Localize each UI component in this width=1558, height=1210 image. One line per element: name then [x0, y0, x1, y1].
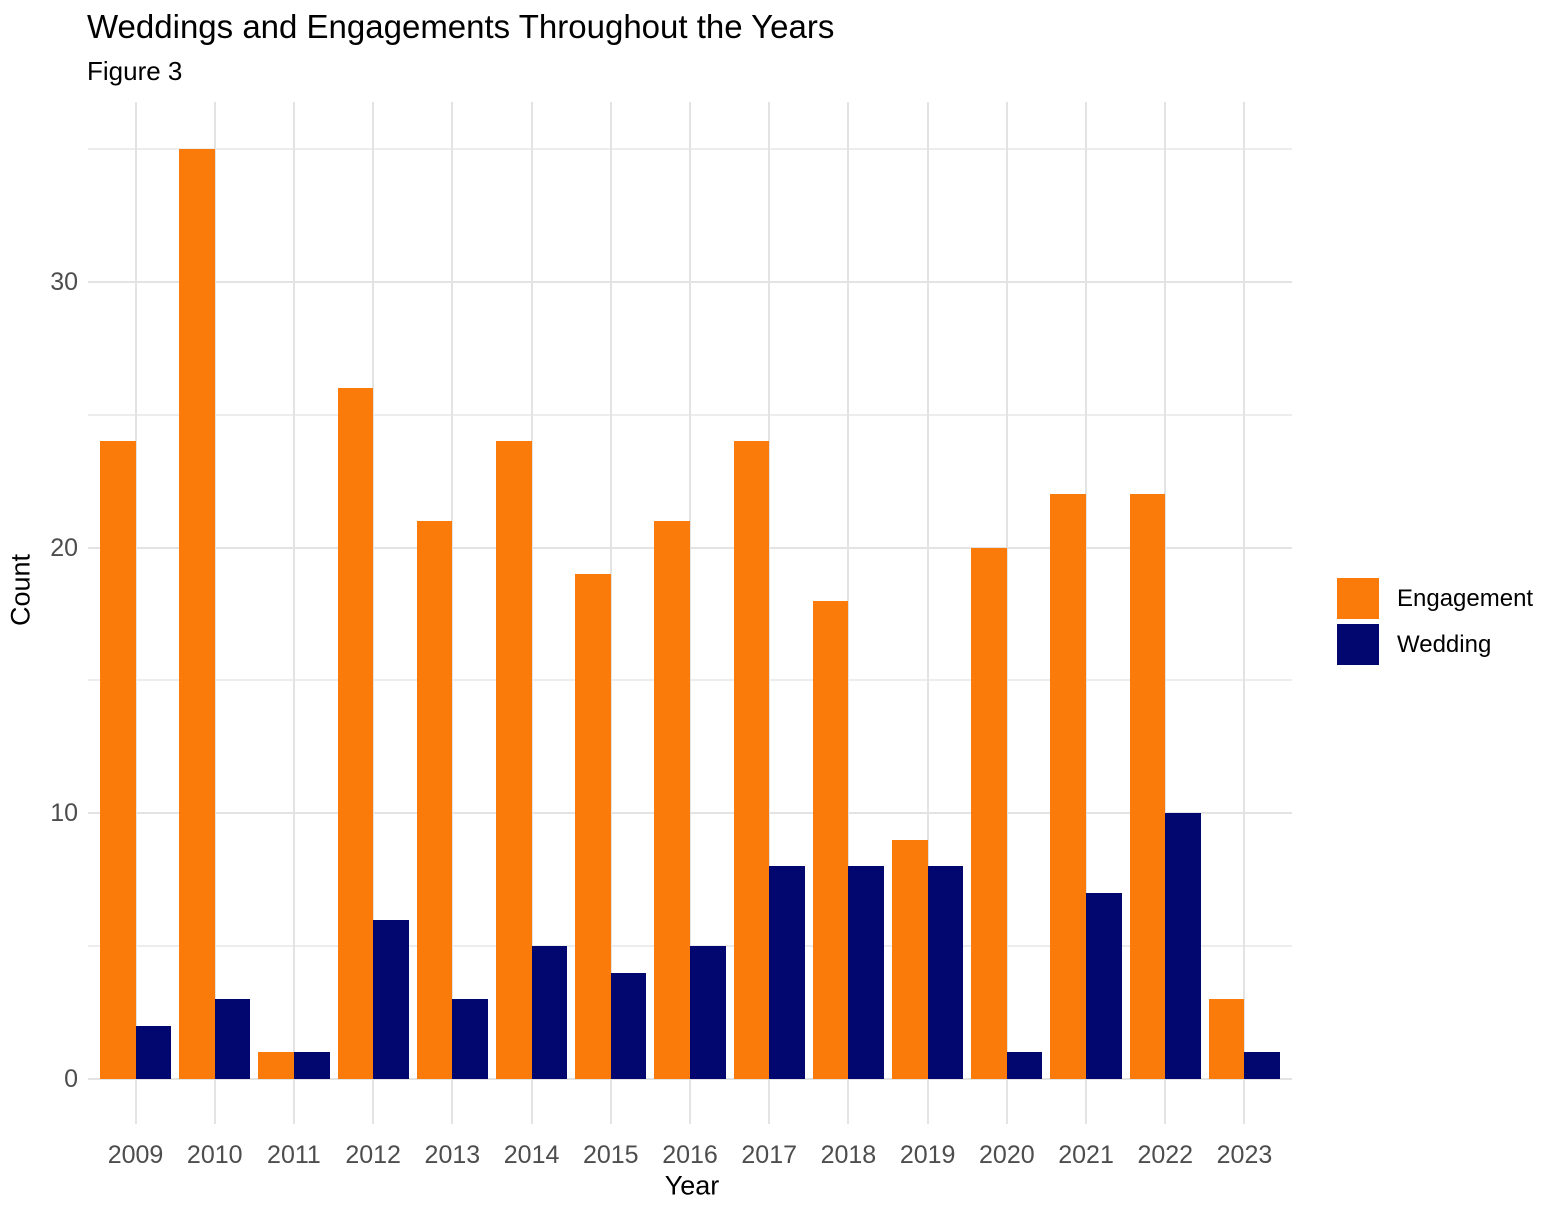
- x-tick-label-2012: 2012: [345, 1141, 401, 1169]
- plot-panel: [88, 102, 1292, 1080]
- x-axis-title: Year: [664, 1170, 720, 1201]
- x-tick-mark-2015: [609, 1080, 612, 1124]
- bar-wedding-2012: [373, 919, 409, 1079]
- x-tick-label-2019: 2019: [899, 1141, 956, 1169]
- x-tick-label-2018: 2018: [820, 1141, 877, 1169]
- x-tick-label-2013: 2013: [424, 1141, 481, 1169]
- gridline-vertical-2018: [847, 102, 850, 1079]
- gridline-vertical-2016: [689, 102, 691, 1079]
- bar-engagement-2018: [812, 600, 849, 1079]
- x-tick-mark-2012: [372, 1080, 375, 1124]
- bar-wedding-2013: [452, 999, 488, 1079]
- gridline-vertical-2020: [1005, 102, 1008, 1079]
- bar-wedding-2014: [531, 946, 568, 1079]
- y-tick-label-20: 20: [50, 533, 78, 562]
- x-tick-mark-2018: [847, 1080, 850, 1124]
- legend-item-wedding: Wedding: [1337, 624, 1533, 665]
- bar-engagement-2020: [971, 547, 1007, 1079]
- bar-engagement-2011: [258, 1052, 294, 1079]
- bar-wedding-2016: [690, 946, 726, 1079]
- legend: Engagement Wedding: [1337, 578, 1533, 665]
- x-tick-label-2015: 2015: [582, 1141, 639, 1169]
- legend-item-engagement: Engagement: [1337, 578, 1533, 619]
- x-tick-label-2022: 2022: [1137, 1141, 1194, 1169]
- x-tick-label-2009: 2009: [107, 1141, 164, 1169]
- x-tick-label-2014: 2014: [503, 1141, 560, 1169]
- bar-wedding-2021: [1086, 893, 1122, 1079]
- legend-label-wedding: Wedding: [1397, 630, 1492, 658]
- x-tick-mark-2011: [292, 1080, 295, 1124]
- y-tick-label-10: 10: [50, 799, 78, 828]
- gridline-vertical-2009: [134, 102, 137, 1079]
- bar-wedding-2017: [769, 866, 805, 1079]
- x-tick-label-2020: 2020: [979, 1141, 1035, 1169]
- x-tick-mark-2017: [768, 1080, 771, 1124]
- x-tick-label-2010: 2010: [186, 1141, 243, 1169]
- chart-title: Weddings and Engagements Throughout the …: [87, 8, 835, 45]
- y-tick-label-30: 30: [50, 267, 78, 296]
- x-tick-mark-2016: [689, 1080, 691, 1124]
- x-tick-label-2023: 2023: [1216, 1141, 1273, 1169]
- bar-wedding-2023: [1244, 1052, 1281, 1079]
- x-tick-label-2017: 2017: [741, 1141, 798, 1169]
- x-tick-mark-2021: [1085, 1080, 1088, 1124]
- x-tick-mark-2014: [530, 1080, 533, 1124]
- bar-wedding-2020: [1006, 1052, 1043, 1079]
- y-axis-title: Count: [5, 553, 36, 627]
- bar-wedding-2018: [848, 866, 885, 1079]
- x-tick-mark-2009: [134, 1080, 137, 1124]
- bar-engagement-2009: [99, 441, 136, 1079]
- gridline-vertical-2023: [1243, 102, 1246, 1079]
- bar-engagement-2015: [575, 574, 611, 1079]
- gridline-vertical-2021: [1085, 102, 1088, 1079]
- legend-swatch-engagement: [1337, 578, 1379, 619]
- bar-engagement-2014: [495, 441, 532, 1079]
- gridline-vertical-2015: [609, 102, 612, 1079]
- gridline-vertical-2017: [768, 102, 771, 1079]
- bar-wedding-2010: [214, 999, 251, 1079]
- x-tick-label-2011: 2011: [267, 1141, 321, 1169]
- bar-wedding-2009: [135, 1025, 172, 1079]
- bar-engagement-2017: [733, 441, 770, 1079]
- chart-subtitle: Figure 3: [87, 56, 183, 86]
- gridline-vertical-2022: [1164, 102, 1167, 1079]
- gridline-vertical-2011: [292, 102, 295, 1079]
- legend-label-engagement: Engagement: [1397, 584, 1534, 612]
- bar-engagement-2022: [1129, 494, 1166, 1079]
- bar-engagement-2019: [891, 839, 928, 1079]
- legend-swatch-wedding: [1337, 624, 1379, 665]
- x-tick-label-2021: 2021: [1058, 1141, 1114, 1169]
- bar-wedding-2022: [1165, 813, 1201, 1079]
- bar-engagement-2016: [654, 521, 690, 1079]
- bar-wedding-2015: [610, 972, 647, 1079]
- x-tick-mark-2022: [1164, 1080, 1167, 1124]
- x-tick-mark-2023: [1243, 1080, 1246, 1124]
- bar-engagement-2023: [1208, 999, 1245, 1079]
- y-tick-label-0: 0: [64, 1065, 78, 1093]
- bar-wedding-2011: [293, 1052, 330, 1079]
- bar-engagement-2012: [337, 388, 374, 1079]
- bar-engagement-2013: [416, 521, 453, 1079]
- bar-engagement-2010: [179, 149, 215, 1079]
- gridline-vertical-2010: [213, 102, 216, 1079]
- x-tick-label-2016: 2016: [662, 1141, 718, 1169]
- x-tick-mark-2019: [926, 1080, 929, 1124]
- x-tick-mark-2010: [213, 1080, 216, 1124]
- gridline-vertical-2019: [926, 102, 929, 1079]
- bar-engagement-2021: [1050, 494, 1087, 1079]
- bar-wedding-2019: [927, 866, 964, 1079]
- x-tick-mark-2013: [451, 1080, 454, 1124]
- gridline-vertical-2012: [372, 102, 375, 1079]
- x-tick-mark-2020: [1005, 1080, 1008, 1124]
- gridline-vertical-2014: [530, 102, 533, 1079]
- gridline-vertical-2013: [451, 102, 454, 1079]
- gridline-major-0: [88, 1078, 1292, 1080]
